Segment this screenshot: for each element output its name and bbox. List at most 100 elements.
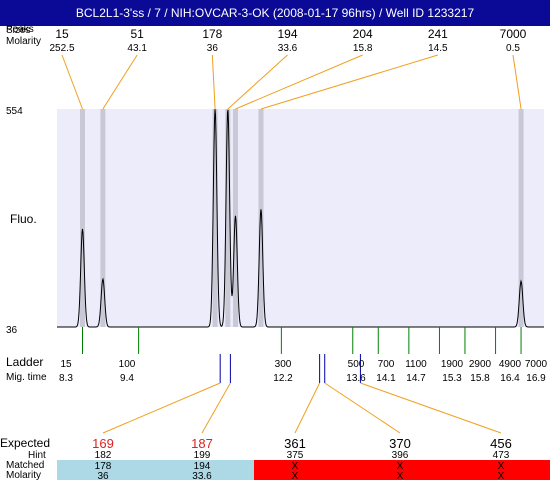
plot-area [57, 109, 544, 327]
peak-leader-line [235, 54, 363, 110]
peak-leader-line [512, 54, 522, 110]
mig-time-label: Mig. time [6, 372, 47, 383]
expected-size-label: 456 [490, 436, 512, 451]
expected-ticks [102, 354, 502, 434]
sizes-row-label: Sizes [6, 25, 30, 36]
hint-size-label: 473 [493, 450, 510, 461]
hint-label: Hint [28, 450, 46, 461]
ladder-label: Ladder [6, 355, 43, 369]
ladder-mig-time-label: 15.3 [442, 373, 462, 384]
ladder-mig-time-label: 12.2 [273, 373, 293, 384]
peak-leader-line [260, 54, 438, 110]
matched-molarity-label: 33.6 [192, 471, 212, 480]
expected-leader-line [201, 382, 231, 434]
ladder-mig-time-label: 13.6 [346, 373, 366, 384]
ladder-value-labels: 15 8.3 100 9.4 300 12.2 500 13.6 700 14.1 1100 14.7… [59, 359, 548, 384]
ladder-mig-time-label: 15.8 [470, 373, 490, 384]
peak-molarity-label: 14.5 [428, 43, 448, 54]
ladder-mig-time-label: 14.1 [376, 373, 396, 384]
header-bar: BCL2L1-3'ss / 7 / NIH:OVCAR-3-OK (2008-0… [0, 0, 550, 26]
expected-leader-line [324, 382, 401, 434]
peak-size-label: 241 [428, 27, 448, 41]
peak-leader-line [61, 54, 83, 110]
peak-size-label: 15 [55, 27, 69, 41]
peak-leader-line [211, 54, 216, 110]
ladder-size-label: 300 [275, 359, 292, 370]
ladder-size-label: 500 [348, 359, 365, 370]
ladder-mig-time-label: 9.4 [120, 373, 134, 384]
bottom-molarity-label: Molarity [6, 470, 41, 480]
expected-value-labels: 1691821783618719919433.6361375XX370396XX… [92, 436, 512, 480]
peak-band-0 [79, 109, 85, 327]
hint-size-label: 396 [392, 450, 409, 461]
ladder-ticks [81, 327, 522, 354]
expected-size-label: 361 [284, 436, 306, 451]
matched-size-label: X [498, 461, 505, 472]
ladder-mig-time-label: 16.9 [526, 373, 546, 384]
hint-size-label: 199 [194, 450, 211, 461]
expected-size-label: 169 [92, 436, 114, 451]
matched-size-label: 178 [95, 461, 112, 472]
peak-band-5 [258, 109, 264, 327]
matched-molarity-label: 36 [97, 471, 109, 480]
peak-leader-line [227, 54, 288, 110]
unmatched-cell [254, 460, 350, 480]
expected-leader-line [102, 382, 221, 434]
chart-title: BCL2L1-3'ss / 7 / NIH:OVCAR-3-OK (2008-0… [75, 6, 475, 20]
peak-value-labels: 15 252.5 51 43.1 178 36 194 33.6 204 15.8 241 14.5 7… [49, 27, 526, 54]
expected-label: Expected [0, 436, 50, 450]
matched-molarity-label: X [397, 471, 404, 480]
ladder-size-label: 7000 [525, 359, 548, 370]
matched-size-label: X [397, 461, 404, 472]
unmatched-cell [350, 460, 450, 480]
matched-cell [57, 460, 153, 480]
peak-band-1 [100, 109, 106, 327]
ladder-mig-time-label: 8.3 [59, 373, 73, 384]
peak-size-label: 7000 [500, 27, 527, 41]
peak-band-6 [518, 109, 524, 327]
y-axis-label: Fluo. [10, 212, 37, 226]
peak-leader-lines [61, 54, 522, 110]
peak-band-2 [212, 109, 218, 327]
peaks-row-label: Peaks [6, 24, 34, 35]
y-tick-max: 554 [6, 106, 23, 117]
peak-size-label: 194 [277, 27, 297, 41]
y-tick-min: 36 [6, 325, 18, 336]
ladder-size-label: 100 [119, 359, 136, 370]
ladder-size-label: 1900 [441, 359, 464, 370]
ladder-size-label: 1100 [405, 359, 427, 370]
expected-size-label: 187 [191, 436, 213, 451]
match-row-backgrounds [57, 460, 550, 480]
peak-molarity-label: 0.5 [506, 43, 520, 54]
peak-molarity-label: 252.5 [49, 43, 74, 54]
hint-size-label: 182 [95, 450, 112, 461]
ladder-mig-time-label: 16.4 [500, 373, 520, 384]
ladder-size-label: 2900 [469, 359, 492, 370]
peak-molarity-label: 43.1 [127, 43, 147, 54]
molarity-row-label: Molarity [6, 36, 41, 47]
peak-size-label: 178 [202, 27, 222, 41]
peak-molarity-label: 36 [207, 43, 219, 54]
peak-band-3 [225, 109, 231, 327]
ladder-size-label: 700 [378, 359, 395, 370]
peak-leader-line [102, 54, 138, 110]
matched-molarity-label: X [292, 471, 299, 480]
expected-size-label: 370 [389, 436, 411, 451]
matched-molarity-label: X [498, 471, 505, 480]
expected-leader-line [294, 382, 321, 434]
peak-size-label: 204 [353, 27, 373, 41]
matched-label: Matched [6, 460, 44, 471]
peak-size-label: 51 [130, 27, 144, 41]
matched-size-label: X [292, 461, 299, 472]
ladder-size-label: 15 [60, 359, 72, 370]
matched-size-label: 194 [194, 461, 211, 472]
peak-molarity-label: 15.8 [353, 43, 373, 54]
ladder-size-label: 4900 [499, 359, 522, 370]
hint-size-label: 375 [287, 450, 304, 461]
matched-cell [153, 460, 254, 480]
expected-leader-line [360, 382, 502, 434]
peak-molarity-label: 33.6 [278, 43, 298, 54]
unmatched-cell [450, 460, 550, 480]
ladder-mig-time-label: 14.7 [406, 373, 426, 384]
